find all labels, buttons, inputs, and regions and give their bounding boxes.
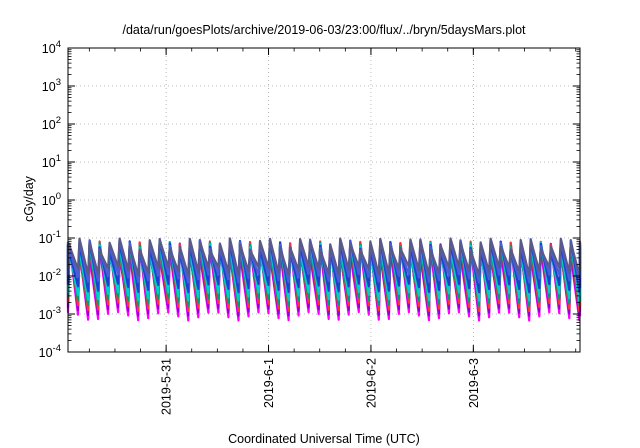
x-tick-label: 2019-5-31: [160, 358, 174, 415]
y-tick-label: 104: [42, 39, 61, 56]
y-tick-label: 102: [42, 115, 61, 132]
chart-title: /data/run/goesPlots/archive/2019-06-03/2…: [122, 23, 526, 37]
y-tick-label: 101: [42, 153, 61, 170]
y-axis-ticks: 10-4 10-3 10-2 10-1 100 101 102 103 104: [39, 39, 580, 360]
grid: [68, 48, 580, 352]
x-tick-label: 2019-6-3: [467, 358, 481, 408]
x-tick-label: 2019-6-2: [364, 358, 378, 408]
x-axis-label: Coordinated Universal Time (UTC): [228, 432, 420, 446]
y-tick-label: 10-3: [39, 305, 61, 322]
series-line: [66, 237, 582, 277]
series-lines: [66, 237, 582, 322]
x-axis-ticks: 2019-5-31 2019-6-1 2019-6-2 2019-6-3: [88, 48, 577, 415]
y-tick-label: 10-2: [39, 267, 61, 284]
y-tick-label: 100: [42, 191, 61, 208]
y-axis-label: cGy/day: [22, 175, 36, 222]
y-tick-label: 10-1: [39, 229, 61, 246]
y-tick-label: 10-4: [39, 343, 61, 360]
y-tick-label: 103: [42, 77, 61, 94]
x-tick-label: 2019-6-1: [262, 358, 276, 408]
